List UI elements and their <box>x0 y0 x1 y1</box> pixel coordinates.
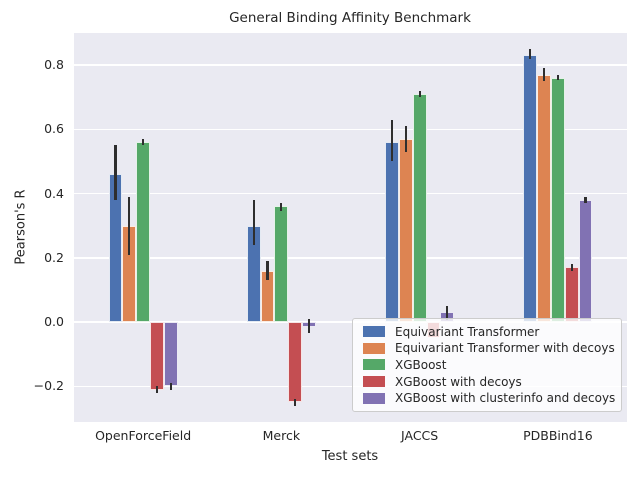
error-bar <box>280 203 283 212</box>
bar <box>578 200 593 323</box>
legend-swatch-icon <box>363 359 385 371</box>
x-tick-label: PDBBind16 <box>523 428 593 443</box>
legend-item: XGBoost with clusterinfo and decoys <box>363 391 617 405</box>
error-bar <box>155 386 158 393</box>
gridline <box>74 64 627 66</box>
bar <box>136 142 151 323</box>
error-bar <box>390 119 394 162</box>
bar <box>163 322 178 387</box>
x-tick-label: OpenForceField <box>95 428 192 443</box>
legend-item: Equivariant Transformer with decoys <box>363 341 617 355</box>
y-tick-label: −0.2 <box>33 378 64 394</box>
legend-label: Equivariant Transformer with decoys <box>395 341 615 356</box>
legend-swatch-icon <box>363 326 385 338</box>
legend-label: XGBoost <box>395 357 447 372</box>
error-bar <box>529 49 532 59</box>
chart-title: General Binding Affinity Benchmark <box>229 10 471 26</box>
gridline <box>74 257 627 259</box>
error-bar <box>446 306 449 321</box>
bar <box>537 74 551 323</box>
y-tick-label: 0.2 <box>44 249 64 265</box>
error-bar <box>556 74 559 80</box>
plot-area <box>74 33 627 422</box>
error-bar <box>169 383 172 390</box>
error-bar <box>418 90 421 98</box>
bar <box>523 55 538 323</box>
bar <box>412 94 427 323</box>
error-bar <box>570 264 573 271</box>
error-bar <box>584 196 587 204</box>
error-bar <box>307 318 311 334</box>
legend: Equivariant Transformer Equivariant Trans… <box>352 318 622 412</box>
x-tick-label: Merck <box>262 428 301 443</box>
legend-label: XGBoost with decoys <box>395 374 522 389</box>
bar <box>564 267 579 323</box>
error-bar <box>404 126 407 152</box>
y-tick-label: 0.8 <box>44 57 64 73</box>
legend-item: XGBoost <box>363 358 617 372</box>
legend-item: XGBoost with decoys <box>363 375 617 389</box>
legend-swatch-icon <box>363 342 385 354</box>
x-axis-label: Test sets <box>321 449 379 464</box>
y-axis-label: Pearson's R <box>13 189 29 265</box>
legend-swatch-icon <box>363 376 385 388</box>
gridline <box>74 321 627 323</box>
y-tick-label: 0.4 <box>44 185 64 201</box>
error-bar <box>114 145 117 201</box>
bar <box>274 206 289 323</box>
error-bar <box>542 68 546 82</box>
gridline <box>74 385 627 388</box>
error-bar <box>294 399 297 406</box>
error-bar <box>142 139 145 146</box>
bar <box>288 322 303 403</box>
y-tick-label: 0.6 <box>44 121 64 137</box>
bar <box>550 77 565 323</box>
bar <box>385 142 399 323</box>
y-tick-label: 0.0 <box>44 314 64 330</box>
legend-label: Equivariant Transformer <box>395 324 540 339</box>
error-bar <box>252 200 255 245</box>
legend-label: XGBoost with clusterinfo and decoys <box>395 391 616 406</box>
bar <box>150 322 164 390</box>
error-bar <box>128 196 131 255</box>
legend-item: Equivariant Transformer <box>363 325 617 339</box>
x-tick-label: JACCS <box>401 428 439 443</box>
gridline <box>74 128 627 131</box>
error-bar <box>266 261 269 281</box>
bar <box>398 139 413 323</box>
gridline <box>74 192 627 195</box>
legend-swatch-icon <box>363 392 385 404</box>
